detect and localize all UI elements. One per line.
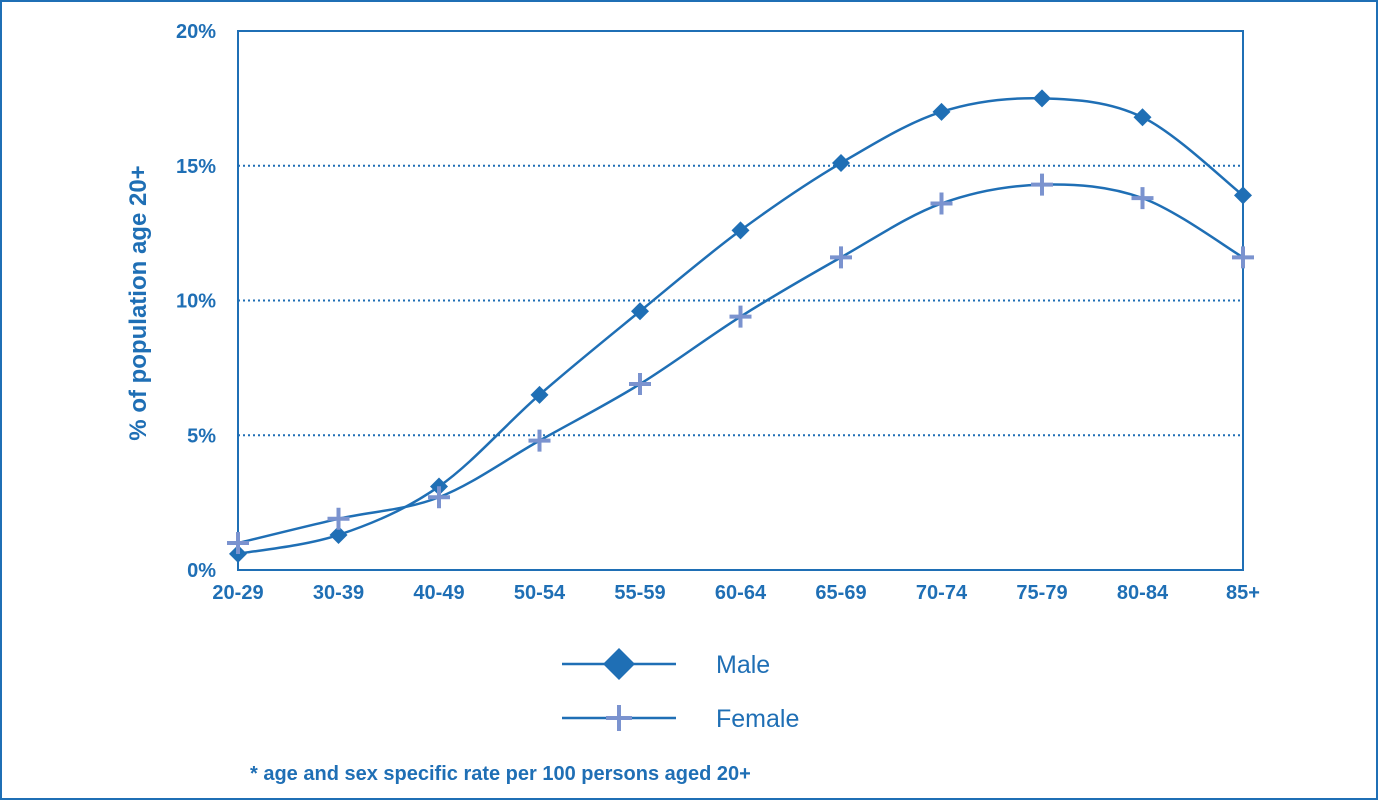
legend: Male Female bbox=[562, 648, 799, 733]
legend-marker-male bbox=[603, 648, 635, 680]
data-point-female bbox=[930, 192, 953, 215]
x-tick-label: 85+ bbox=[1226, 582, 1260, 604]
y-tick-label: 5% bbox=[187, 425, 216, 447]
y-tick-label: 20% bbox=[176, 21, 216, 43]
data-point-female bbox=[1232, 246, 1254, 269]
data-point-female bbox=[428, 486, 450, 509]
x-tick-label: 80-84 bbox=[1117, 582, 1169, 604]
data-point-female bbox=[629, 373, 651, 396]
x-tick-label: 50-54 bbox=[514, 582, 566, 604]
data-point-female bbox=[528, 429, 551, 452]
y-tick-label: 15% bbox=[176, 156, 216, 178]
legend-label-male: Male bbox=[716, 651, 770, 679]
data-point-female bbox=[227, 532, 249, 555]
data-point-male bbox=[932, 102, 951, 121]
series-group bbox=[227, 89, 1254, 563]
data-point-male bbox=[832, 154, 850, 173]
data-point-female bbox=[1131, 187, 1154, 210]
x-tick-label: 60-64 bbox=[715, 582, 767, 604]
x-tick-label: 70-74 bbox=[916, 582, 968, 604]
data-point-female bbox=[729, 305, 752, 328]
x-tick-label: 65-69 bbox=[815, 582, 866, 604]
data-point-male bbox=[631, 302, 649, 321]
x-tick-label: 55-59 bbox=[614, 582, 665, 604]
data-point-male bbox=[530, 385, 549, 404]
data-point-female bbox=[327, 507, 350, 530]
x-axis-ticks: 20-29 30-39 40-49 50-54 55-59 60-64 65-69 70-74… bbox=[212, 582, 1260, 604]
y-tick-label: 10% bbox=[176, 291, 216, 313]
data-point-male bbox=[1033, 89, 1051, 108]
x-tick-label: 30-39 bbox=[313, 582, 364, 604]
x-tick-label: 20-29 bbox=[212, 582, 263, 604]
data-point-male bbox=[731, 221, 750, 240]
data-point-male bbox=[329, 525, 348, 544]
legend-label-female: Female bbox=[716, 705, 799, 733]
gridlines bbox=[238, 164, 1243, 437]
data-point-female bbox=[830, 246, 852, 269]
y-tick-label: 0% bbox=[187, 560, 216, 582]
y-axis-ticks: 0% 5% 10% 15% 20% bbox=[176, 21, 216, 582]
data-point-male bbox=[1133, 108, 1152, 127]
x-tick-label: 75-79 bbox=[1016, 582, 1067, 604]
footnote: * age and sex specific rate per 100 pers… bbox=[250, 763, 751, 785]
data-point-female bbox=[1031, 173, 1053, 196]
legend-marker-female bbox=[606, 705, 632, 731]
data-point-male bbox=[1234, 186, 1252, 205]
y-axis-label: % of population age 20+ bbox=[125, 165, 152, 440]
x-tick-label: 40-49 bbox=[413, 582, 464, 604]
